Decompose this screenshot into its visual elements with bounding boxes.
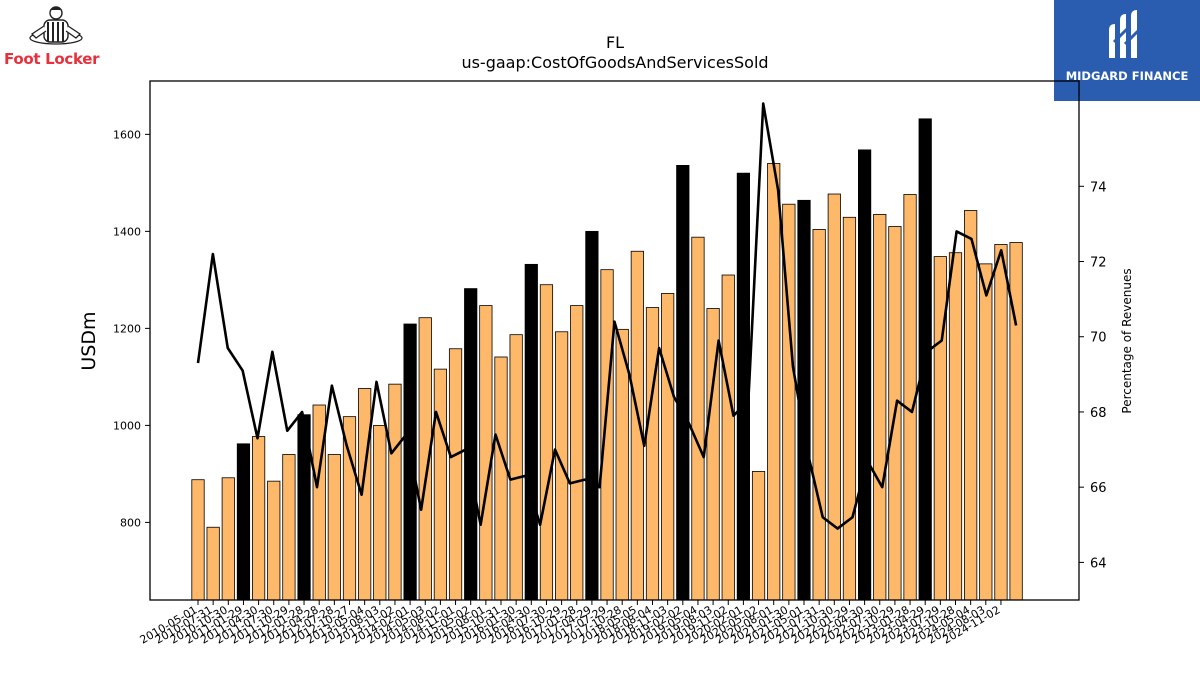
bar-quarter <box>842 216 857 600</box>
bar-quarter <box>282 454 296 600</box>
y2-tick-label: 64 <box>1090 556 1107 571</box>
bar-annual <box>676 164 690 600</box>
y-tick-label: 800 <box>120 516 141 529</box>
y-tick-label: 1200 <box>113 322 141 335</box>
bar-annual <box>585 230 599 600</box>
bar-quarter <box>267 480 281 600</box>
bar-quarter <box>994 244 1008 600</box>
y-tick-label: 1600 <box>113 128 141 141</box>
bar-quarter <box>570 305 584 600</box>
bar-quarter <box>948 252 963 600</box>
bar-quarter <box>1009 242 1023 600</box>
bar-quarter <box>373 424 387 600</box>
bar-quarter <box>251 436 266 600</box>
y-tick-label: 1000 <box>113 419 141 432</box>
bar-quarter <box>933 256 947 600</box>
bar-quarter <box>812 229 826 600</box>
bar-quarter <box>388 383 402 600</box>
bar-quarter <box>448 348 463 600</box>
bar-quarter <box>630 250 644 600</box>
y2-axis-label: Percentage of Revenues <box>1120 268 1134 413</box>
bar-quarter <box>191 479 205 600</box>
bar-quarter <box>206 526 220 600</box>
bar-annual <box>403 323 417 600</box>
bar-quarter <box>964 210 978 600</box>
bar-quarter <box>827 193 841 600</box>
bar-annual <box>736 172 751 600</box>
bar-annual <box>464 288 478 600</box>
bar-quarter <box>691 236 705 600</box>
chart-subtitle: us-gaap:CostOfGoodsAndServicesSold <box>461 53 768 72</box>
y2-tick-label: 72 <box>1090 256 1107 271</box>
bar-quarter <box>539 284 554 600</box>
midgard-m-icon <box>1109 10 1143 58</box>
bar-quarter <box>721 274 735 600</box>
foot-locker-logo: Foot Locker <box>0 0 115 75</box>
bar-quarter <box>509 334 523 600</box>
percentage-line <box>196 102 1018 530</box>
bar-quarter <box>615 328 629 600</box>
y2-tick-label: 66 <box>1090 481 1107 496</box>
referee-icon <box>29 6 83 45</box>
bar-quarter <box>221 477 235 600</box>
bar-quarter <box>645 307 660 600</box>
midgard-finance-wordmark: MIDGARD FINANCE <box>1065 69 1189 83</box>
bar-quarter <box>418 317 432 600</box>
bar-quarter <box>751 471 766 600</box>
bar-annual <box>858 149 872 600</box>
bar-quarter <box>873 213 887 600</box>
y-axis-label: USDm <box>78 311 100 370</box>
bar-quarter <box>767 163 781 600</box>
bar-quarter <box>479 305 493 600</box>
bar-quarter <box>327 454 341 600</box>
y2-tick-label: 74 <box>1090 180 1107 195</box>
y-tick-label: 1400 <box>113 225 141 238</box>
bar-annual <box>524 263 538 600</box>
bar-annual <box>236 443 251 600</box>
bar-quarter <box>706 308 720 600</box>
y2-tick-label: 68 <box>1090 406 1107 421</box>
foot-locker-wordmark: Foot Locker <box>4 50 100 68</box>
y2-tick-label: 70 <box>1090 331 1107 346</box>
chart-title: FL <box>606 33 624 52</box>
midgard-finance-logo: MIDGARD FINANCE <box>1054 0 1200 101</box>
bar-quarter <box>661 293 675 600</box>
plot-frame <box>149 80 1080 601</box>
bar-quarter <box>494 356 508 600</box>
bar-quarter <box>979 263 993 600</box>
bar-quarter <box>600 269 614 600</box>
bar-quarter <box>433 368 448 600</box>
